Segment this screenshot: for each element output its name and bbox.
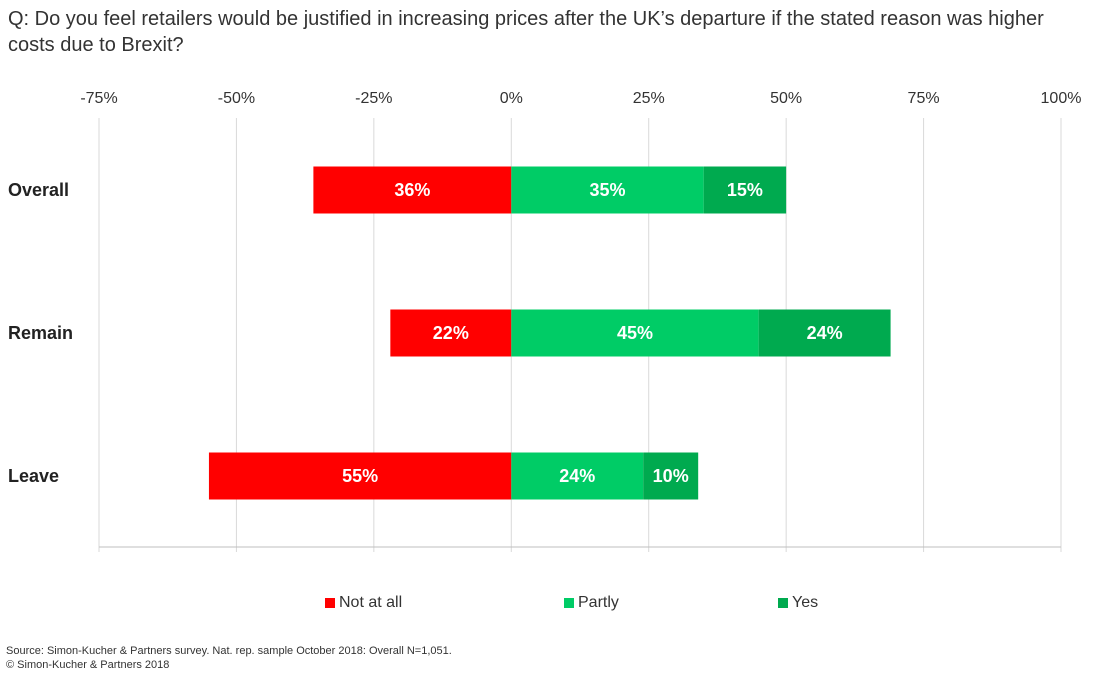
data-label: 24% bbox=[807, 323, 843, 343]
chart-title: Q: Do you feel retailers would be justif… bbox=[8, 8, 1044, 56]
x-tick-label: -50% bbox=[218, 90, 255, 107]
category-label: Remain bbox=[8, 323, 73, 343]
data-label: 35% bbox=[589, 180, 625, 200]
legend-item-yes: Yes bbox=[778, 594, 818, 612]
x-tick-label: 100% bbox=[1041, 90, 1082, 107]
data-label: 55% bbox=[342, 466, 378, 486]
legend-swatch-partly bbox=[564, 598, 574, 608]
data-label: 15% bbox=[727, 180, 763, 200]
legend-swatch-not-at-all bbox=[325, 598, 335, 608]
x-tick-label: -25% bbox=[355, 90, 392, 107]
legend-item-not-at-all: Not at all bbox=[325, 594, 402, 612]
chart-footer: Source: Simon-Kucher & Partners survey. … bbox=[6, 644, 452, 672]
x-tick-label: 50% bbox=[770, 90, 802, 107]
x-tick-label: -75% bbox=[80, 90, 117, 107]
bar-segment-partly bbox=[511, 166, 704, 214]
bar-segment-yes bbox=[643, 452, 699, 500]
stacked-bar-chart: -75% -50% -25% 0% 25% 50% 75% 100% Overall 36% 35%… bbox=[8, 90, 1082, 552]
data-label: 10% bbox=[653, 466, 689, 486]
x-tick-label: 0% bbox=[500, 90, 523, 107]
bar-segment-not-at-all bbox=[313, 166, 512, 214]
bar-segment-yes bbox=[758, 309, 891, 357]
legend-item-partly: Partly bbox=[564, 594, 619, 612]
chart-legend: Not at all Partly Yes bbox=[0, 594, 1094, 618]
bar-segment-yes bbox=[703, 166, 787, 214]
copyright-note: © Simon-Kucher & Partners 2018 bbox=[6, 659, 170, 671]
x-tick-label: 25% bbox=[633, 90, 665, 107]
legend-swatch-yes bbox=[778, 598, 788, 608]
legend-label-yes: Yes bbox=[792, 594, 819, 611]
data-label: 22% bbox=[433, 323, 469, 343]
bar-segment-not-at-all bbox=[208, 452, 512, 500]
category-label: Leave bbox=[8, 466, 59, 486]
bar-segment-partly bbox=[511, 452, 644, 500]
source-note: Source: Simon-Kucher & Partners survey. … bbox=[6, 645, 452, 657]
data-label: 24% bbox=[559, 466, 595, 486]
x-tick-label: 75% bbox=[908, 90, 940, 107]
category-label: Overall bbox=[8, 180, 69, 200]
bar-segment-partly bbox=[511, 309, 759, 357]
data-label: 36% bbox=[394, 180, 430, 200]
data-label: 45% bbox=[617, 323, 653, 343]
legend-label-partly: Partly bbox=[578, 594, 619, 611]
bar-segment-not-at-all bbox=[390, 309, 512, 357]
legend-label-not-at-all: Not at all bbox=[339, 594, 403, 611]
